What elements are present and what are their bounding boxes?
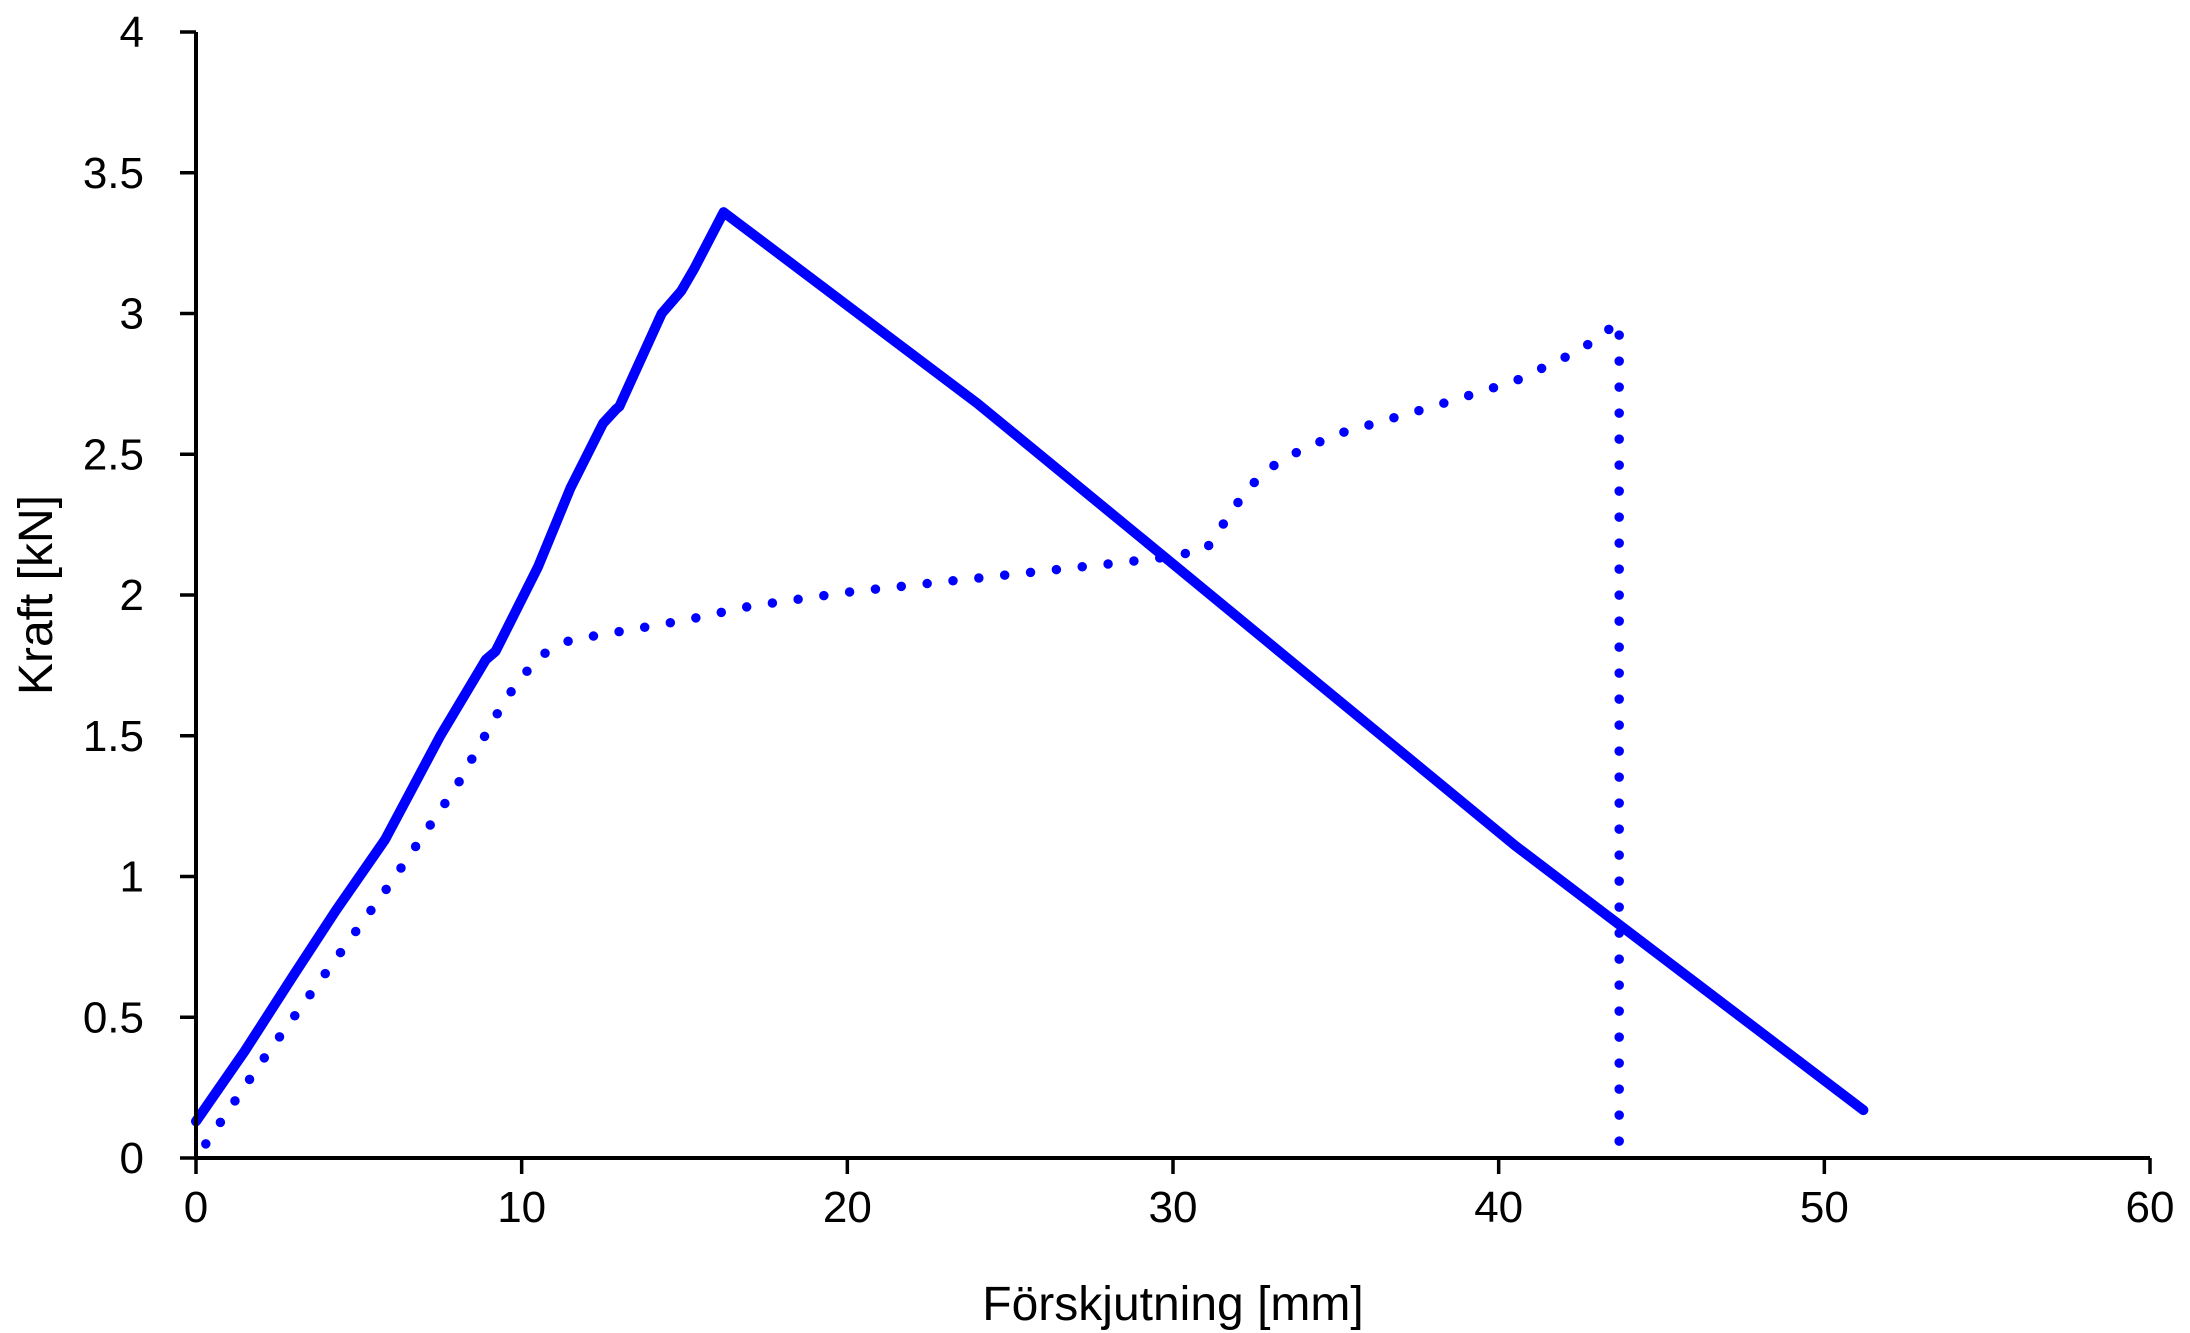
y-tick-label: 2.5 [83, 430, 144, 479]
x-tick-label: 20 [823, 1183, 872, 1232]
y-tick-label: 0.5 [83, 993, 144, 1042]
y-tick-label: 1 [120, 853, 144, 902]
x-tick-label: 60 [2126, 1183, 2175, 1232]
y-axis-title: Kraft [kN] [10, 495, 63, 695]
x-tick-label: 40 [1474, 1183, 1523, 1232]
y-tick-label: 1.5 [83, 712, 144, 761]
y-tick-label: 2 [120, 571, 144, 620]
y-tick-label: 3 [120, 290, 144, 339]
x-tick-label: 30 [1149, 1183, 1198, 1232]
x-tick-label: 0 [184, 1183, 208, 1232]
y-tick-label: 3.5 [83, 149, 144, 198]
y-tick-label: 4 [120, 8, 144, 57]
series-line-solid [191, 207, 1869, 1127]
chart-marks [191, 207, 1869, 1149]
x-tick-label: 50 [1800, 1183, 1849, 1232]
chart-ticks: 0 10 20 30 40 50 60 0 0.5 1 1.5 2 2.5 3 3.5 4 [83, 8, 2175, 1232]
series-line-dotted [201, 312, 1624, 1149]
x-axis-title: Förskjutning [mm] [982, 1278, 1363, 1331]
x-tick-label: 10 [497, 1183, 546, 1232]
y-tick-label: 0 [120, 1134, 144, 1183]
